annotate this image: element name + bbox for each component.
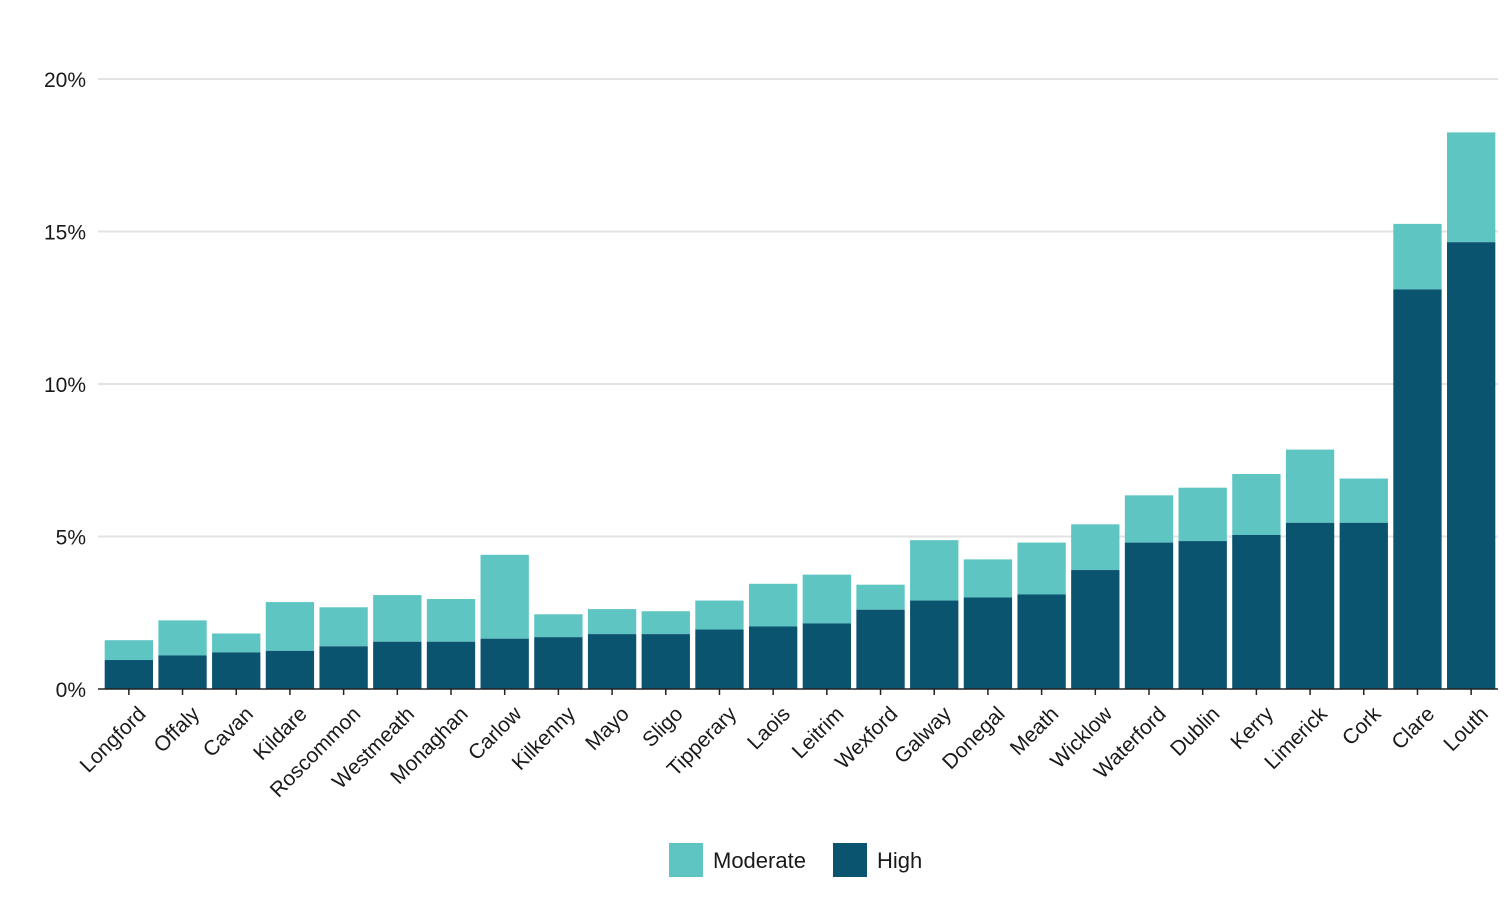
bar-moderate-dublin: [1178, 487, 1227, 542]
bar-moderate-wicklow: [1071, 524, 1120, 571]
bar-high-roscommon: [319, 646, 368, 689]
bar-high-galway: [910, 600, 959, 689]
x-tick-label: Louth: [1439, 702, 1492, 755]
legend-label-high: High: [877, 848, 922, 873]
bar-moderate-cavan: [212, 633, 261, 653]
bar-high-limerick: [1285, 522, 1335, 689]
bar-high-westmeath: [373, 641, 422, 689]
bar-high-cork: [1339, 522, 1388, 689]
bar-moderate-westmeath: [373, 595, 422, 642]
bar-high-louth: [1446, 242, 1496, 690]
bar-high-leitrim: [802, 623, 852, 689]
y-tick-label: 0%: [56, 679, 86, 702]
bar-high-wexford: [856, 609, 905, 689]
bar-moderate-monaghan: [426, 599, 476, 642]
bar-high-meath: [1017, 594, 1066, 689]
bar-high-kerry: [1232, 534, 1281, 689]
bar-moderate-meath: [1017, 542, 1066, 595]
x-tick-label: Cavan: [199, 702, 258, 761]
bar-high-wicklow: [1071, 570, 1120, 689]
x-tick-label: Sligo: [638, 702, 687, 751]
y-tick-label: 5%: [56, 527, 86, 550]
bar-high-sligo: [641, 634, 690, 689]
x-tick-label: Dublin: [1166, 702, 1224, 760]
bar-moderate-galway: [910, 540, 959, 601]
bar-moderate-kerry: [1232, 473, 1281, 535]
bar-high-mayo: [587, 634, 637, 689]
bar-high-offaly: [158, 655, 207, 689]
bar-high-kildare: [265, 650, 315, 689]
bar-moderate-limerick: [1285, 449, 1335, 523]
bar-high-donegal: [963, 597, 1013, 689]
bar-moderate-carlow: [480, 554, 529, 639]
x-axis-ticks: LongfordOffalyCavanKildareRoscommonWestm…: [76, 689, 1493, 802]
bar-moderate-kildare: [265, 602, 315, 651]
bar-moderate-leitrim: [802, 574, 852, 624]
bar-moderate-sligo: [641, 611, 690, 635]
bar-high-longford: [104, 660, 154, 689]
bar-moderate-kilkenny: [534, 614, 583, 638]
bar-moderate-roscommon: [319, 607, 368, 647]
x-tick-label: Cork: [1338, 702, 1386, 750]
x-tick-label: Offaly: [149, 702, 204, 757]
bars: [104, 132, 1496, 690]
x-tick-label: Mayo: [581, 702, 634, 755]
bar-moderate-cork: [1339, 478, 1388, 523]
bar-moderate-wexford: [856, 584, 905, 610]
bar-high-waterford: [1124, 542, 1174, 689]
bar-high-kilkenny: [534, 637, 583, 689]
bar-high-tipperary: [695, 629, 744, 689]
bar-moderate-tipperary: [695, 600, 744, 630]
bar-high-monaghan: [426, 641, 476, 689]
y-tick-label: 20%: [44, 69, 86, 92]
legend-swatch-high: [833, 843, 867, 877]
bar-high-dublin: [1178, 541, 1227, 689]
bar-moderate-longford: [104, 640, 154, 661]
y-axis-ticks: 0% 5% 10% 15% 20%: [44, 69, 86, 702]
bar-high-carlow: [480, 638, 529, 689]
bar-high-cavan: [212, 652, 261, 689]
bar-moderate-donegal: [963, 559, 1013, 598]
legend-swatch-moderate: [669, 843, 703, 877]
bar-moderate-laois: [748, 583, 798, 627]
bar-moderate-clare: [1393, 223, 1442, 290]
x-tick-label: Clare: [1387, 702, 1439, 754]
bar-moderate-louth: [1446, 132, 1496, 243]
bar-moderate-mayo: [587, 609, 637, 635]
legend: Moderate High: [669, 843, 922, 877]
bar-high-clare: [1393, 289, 1442, 689]
y-tick-label: 10%: [44, 374, 86, 397]
bar-high-laois: [748, 626, 798, 689]
bar-moderate-offaly: [158, 620, 207, 656]
x-tick-label: Longford: [76, 702, 151, 777]
bar-moderate-waterford: [1124, 495, 1174, 543]
y-tick-label: 15%: [44, 222, 86, 245]
legend-label-moderate: Moderate: [713, 848, 806, 873]
